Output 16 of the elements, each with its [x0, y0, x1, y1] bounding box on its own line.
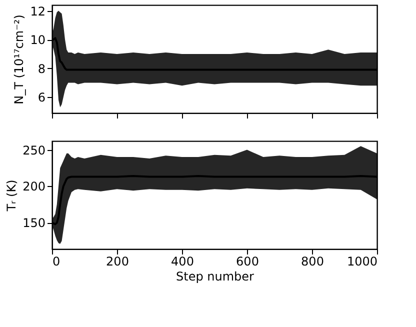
y-tick-label: 150: [22, 216, 46, 230]
x-tick-label: 1000: [346, 254, 378, 268]
y-tick-label: 250: [22, 143, 46, 158]
y-axis-title: Tᵣ (K): [4, 180, 19, 212]
x-tick-label: 200: [106, 254, 129, 268]
x-tick-label: 0: [52, 254, 60, 268]
y-tick-label: 10: [30, 33, 46, 48]
x-tick-label: 600: [236, 254, 259, 268]
y-axis-title: N_T (10¹⁷cm⁻²): [12, 14, 26, 104]
y-tick-label: 200: [22, 180, 46, 194]
y-tick-label: 12: [30, 4, 46, 18]
y-tick-label: 6: [38, 90, 46, 105]
y-tick-label: 8: [38, 62, 46, 76]
x-tick-label: 800: [301, 254, 324, 268]
x-axis-title: Step number: [176, 270, 254, 284]
x-tick-label: 400: [171, 254, 194, 268]
